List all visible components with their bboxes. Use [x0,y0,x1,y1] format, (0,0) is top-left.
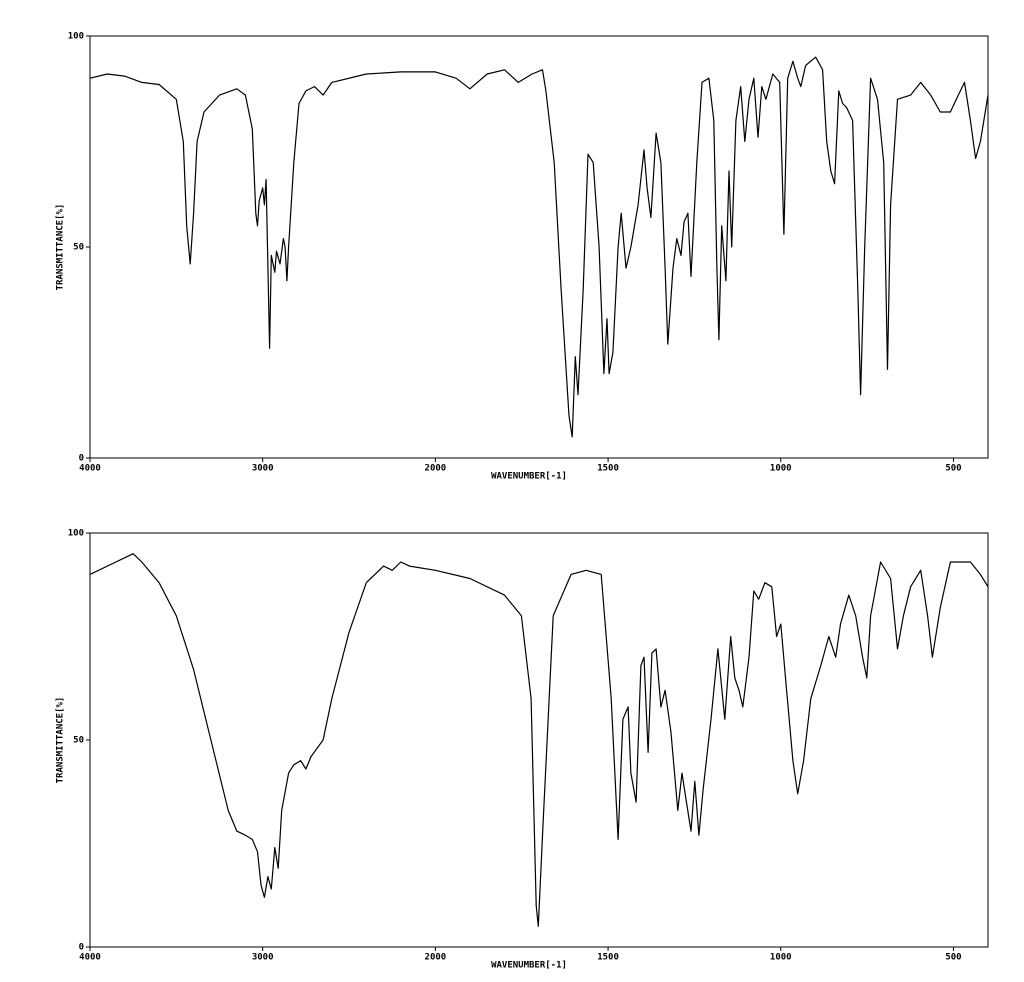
x-tick-label: 4000 [79,953,101,963]
y-axis-label: TRANSMITTANCE[%] [56,204,66,291]
x-tick-label: 1500 [597,464,619,474]
y-axis-label: TRANSMITTANCE[%] [56,697,66,784]
y-tick-label: 0 [79,943,84,953]
x-axis-label: WAVENUMBER[-1] [491,961,567,971]
x-tick-label: 4000 [79,464,101,474]
y-tick-label: 100 [68,529,84,539]
spectrum-line [89,553,989,927]
x-tick-label: 1500 [597,953,619,963]
y-tick-label: 50 [73,243,84,253]
y-tick-label: 100 [68,32,84,42]
plot-frame [89,35,989,459]
x-tick-label: 500 [945,953,961,963]
y-tick-label: 50 [73,736,84,746]
x-tick-label: 2000 [425,464,447,474]
x-tick-label: 1000 [770,953,792,963]
x-tick-label: 3000 [252,953,274,963]
spectrum-line [89,56,989,438]
x-tick-label: 3000 [252,464,274,474]
x-tick-label: 1000 [770,464,792,474]
x-axis-label: WAVENUMBER[-1] [491,472,567,482]
x-tick-label: 2000 [425,953,447,963]
plot-frame [89,532,989,948]
y-tick-label: 0 [79,454,84,464]
x-tick-label: 500 [945,464,961,474]
